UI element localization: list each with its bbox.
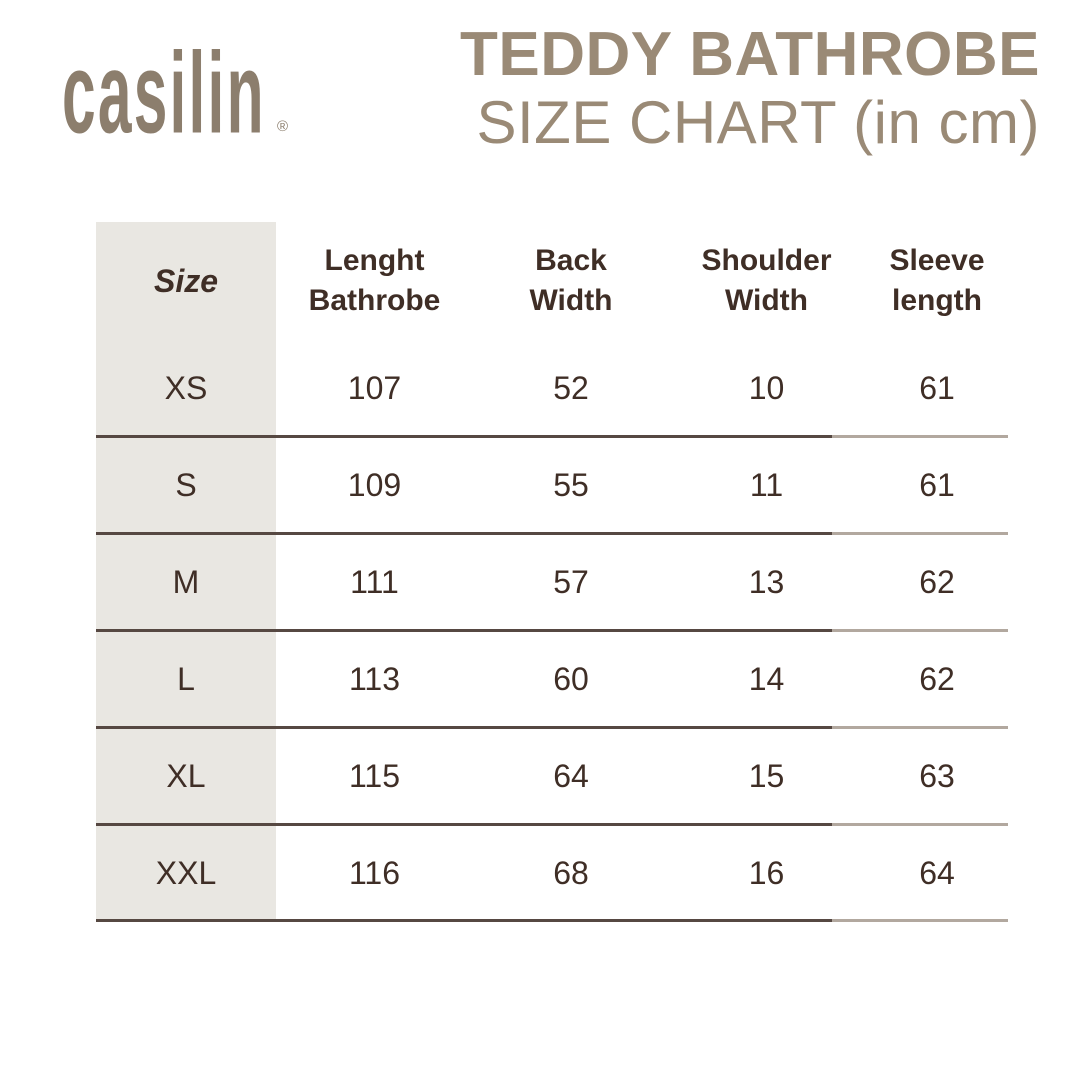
cell-back-width: 68 (553, 855, 589, 891)
size-chart-table: Size Lenght Bathrobe Back Width Shoulder… (96, 222, 1010, 922)
row-separator-light-segment (832, 823, 1008, 826)
cell-shoulder-width: 15 (748, 758, 785, 794)
row-separator-dark-segment (96, 919, 832, 922)
cell-length-bathrobe: 111 (350, 564, 399, 600)
registered-trademark-icon: ® (277, 118, 289, 135)
row-separator-dark-segment (96, 629, 832, 632)
cell-sleeve-length: 64 (919, 855, 955, 891)
header-cell-size: Size (96, 222, 276, 340)
row-separator-light-segment (832, 532, 1008, 535)
row-separator-dark-segment (96, 532, 832, 535)
row-separator (96, 823, 1010, 826)
cell-shoulder-width: 10 (748, 370, 785, 406)
table-row-xs: XS 107 52 10 61 (96, 340, 1010, 437)
header-cell-sleeve-length: Sleeve length (889, 244, 985, 317)
row-separator-light-segment (832, 919, 1008, 922)
table-header-row: Size Lenght Bathrobe Back Width Shoulder… (96, 222, 1010, 340)
row-separator (96, 629, 1010, 632)
row-separator-light-segment (832, 435, 1008, 438)
header-cell-length-bathrobe: Lenght Bathrobe (308, 244, 441, 317)
cell-size: XS (96, 340, 276, 437)
header-cell-shoulder-width: Shoulder Width (701, 244, 832, 317)
table-row-m: M 111 57 13 62 (96, 534, 1010, 631)
cell-back-width: 52 (553, 370, 589, 406)
cell-size: XL (96, 728, 276, 825)
row-separator (96, 726, 1010, 729)
cell-sleeve-length: 62 (919, 564, 955, 600)
cell-size: L (96, 631, 276, 728)
row-separator-dark-segment (96, 726, 832, 729)
row-separator (96, 532, 1010, 535)
row-separator-dark-segment (96, 435, 832, 438)
cell-length-bathrobe: 115 (348, 758, 400, 794)
cell-sleeve-length: 61 (919, 467, 955, 503)
cell-sleeve-length: 62 (919, 661, 955, 697)
cell-length-bathrobe: 107 (347, 370, 402, 406)
cell-size: XXL (96, 825, 276, 922)
cell-size: M (96, 534, 276, 631)
cell-sleeve-length: 61 (919, 370, 955, 406)
row-separator-light-segment (832, 629, 1008, 632)
cell-sleeve-length: 63 (919, 758, 955, 794)
cell-shoulder-width: 14 (748, 661, 785, 697)
header-cell-back-width: Back Width (529, 244, 613, 317)
cell-back-width: 57 (553, 564, 589, 600)
cell-back-width: 64 (553, 758, 589, 794)
cell-shoulder-width: 13 (748, 564, 785, 600)
brand-logo-text: casilin (62, 28, 266, 158)
cell-back-width: 60 (553, 661, 589, 697)
cell-back-width: 55 (553, 467, 589, 503)
cell-length-bathrobe: 116 (348, 855, 400, 891)
cell-length-bathrobe: 109 (347, 467, 402, 503)
cell-shoulder-width: 11 (749, 467, 784, 503)
row-separator (96, 435, 1010, 438)
page-title: TEDDY BATHROBE SIZE CHART (in cm) (460, 18, 1040, 155)
cell-shoulder-width: 16 (748, 855, 785, 891)
product-title: TEDDY BATHROBE (460, 20, 1040, 89)
brand-logo: casilin ® (62, 28, 322, 158)
row-separator-light-segment (832, 726, 1008, 729)
chart-subtitle: SIZE CHART (in cm) (476, 89, 1040, 156)
cell-size: S (96, 437, 276, 534)
table-row-l: L 113 60 14 62 (96, 631, 1010, 728)
table-row-xxl: XXL 116 68 16 64 (96, 825, 1010, 922)
table-row-s: S 109 55 11 61 (96, 437, 1010, 534)
table-row-xl: XL 115 64 15 63 (96, 728, 1010, 825)
row-separator-dark-segment (96, 823, 832, 826)
cell-length-bathrobe: 113 (348, 661, 400, 697)
table-bottom-border (96, 919, 1010, 922)
